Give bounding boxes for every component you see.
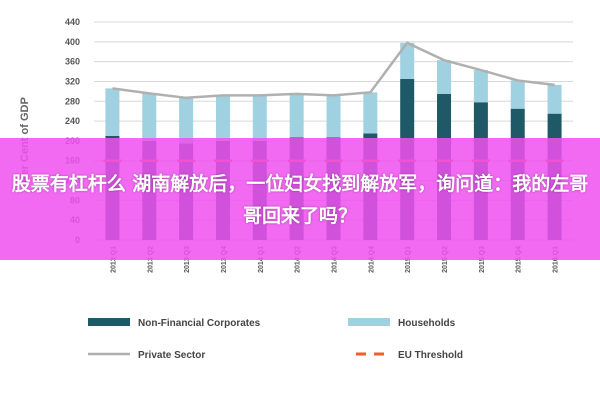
legend-swatch: [88, 318, 130, 326]
legend-label: Non-Financial Corporates: [138, 318, 261, 329]
y-tick-label: 280: [65, 96, 80, 106]
legend-label: EU Threshold: [398, 350, 463, 361]
overlay-banner: 股票有杠杆么 湖南解放后，一位妇女找到解放军，询问道：我的左哥哥回来了吗？: [0, 138, 600, 260]
legend-swatch: [348, 318, 390, 326]
y-tick-label: 240: [65, 116, 80, 126]
bar-households: [252, 95, 267, 141]
bar-households: [437, 60, 452, 94]
bar-households: [363, 92, 378, 134]
bar-households: [510, 80, 525, 109]
bar-households: [400, 42, 415, 79]
y-tick-label: 360: [65, 57, 80, 67]
bar-households: [326, 95, 341, 138]
bar-households: [547, 84, 562, 114]
bar-households: [105, 88, 120, 136]
y-tick-label: 400: [65, 37, 80, 47]
bar-households: [179, 97, 194, 144]
overlay-text: 股票有杠杆么 湖南解放后，一位妇女找到解放军，询问道：我的左哥哥回来了吗？: [11, 173, 589, 227]
legend: Non-Financial Corporates Households Privat…: [88, 318, 463, 361]
bar-households: [473, 70, 488, 103]
bar-households: [215, 95, 230, 141]
legend-label: Private Sector: [138, 350, 205, 361]
legend-label: Households: [398, 318, 456, 329]
line-private-sector: [112, 41, 555, 100]
y-tick-label: 440: [65, 17, 80, 27]
bar-households: [142, 93, 157, 141]
bar-households: [289, 93, 304, 138]
y-tick-label: 320: [65, 76, 80, 86]
